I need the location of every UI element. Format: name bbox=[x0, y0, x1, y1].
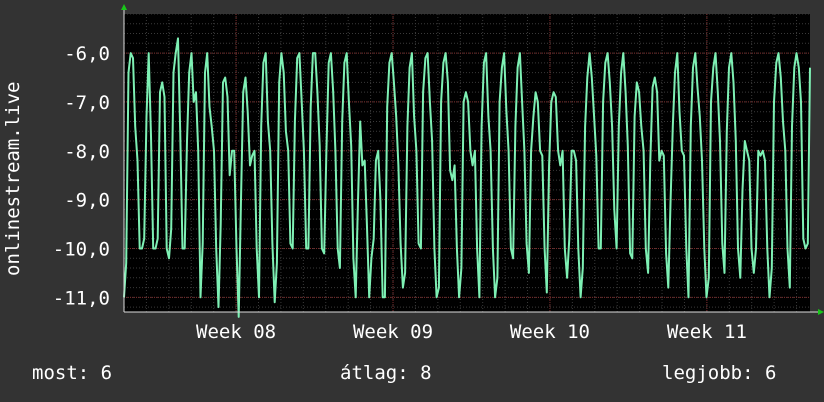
x-tick-label: Week 11 bbox=[667, 321, 747, 343]
y-tick-label: -7,0 bbox=[64, 92, 110, 114]
stat-max: legjobb: 6 bbox=[662, 362, 777, 384]
x-axis-arrow bbox=[818, 309, 824, 315]
series-line bbox=[123, 37, 811, 318]
stat-current: most: 6 bbox=[32, 362, 113, 384]
stat-average: átlag: 8 bbox=[340, 362, 432, 384]
y-tick-label: -6,0 bbox=[64, 43, 110, 65]
x-tick-label: Week 10 bbox=[510, 321, 590, 343]
y-tick-label: -10,0 bbox=[53, 238, 110, 260]
y-axis-arrow bbox=[121, 4, 127, 10]
y-tick-label: -11,0 bbox=[53, 287, 110, 309]
y-tick-label: -9,0 bbox=[64, 190, 110, 212]
y-axis-title: onlinestream.live bbox=[2, 81, 24, 276]
x-tick-label: Week 09 bbox=[353, 321, 433, 343]
y-tick-label: -8,0 bbox=[64, 141, 110, 163]
x-tick-label: Week 08 bbox=[196, 321, 276, 343]
